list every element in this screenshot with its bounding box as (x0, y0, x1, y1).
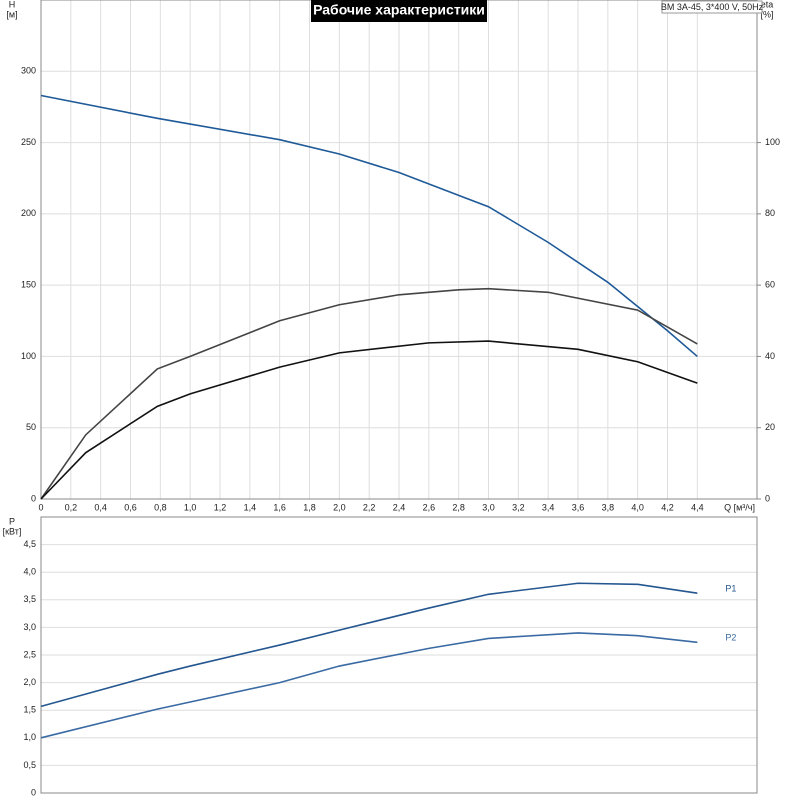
x-tick-label: 0,4 (94, 502, 107, 512)
y2-tick-label: 40 (765, 351, 775, 361)
x-tick-label: 2,0 (333, 502, 346, 512)
y-tick-label: 1,5 (23, 705, 36, 715)
title-bg (311, 0, 487, 22)
plot-frame (40, 0, 758, 500)
x-tick-label: 0,2 (65, 502, 78, 512)
x-tick-label: 0,6 (124, 502, 137, 512)
y-tick-label: 0,5 (23, 760, 36, 770)
y-tick-label: 50 (26, 422, 36, 432)
y-axis-label: P (9, 516, 15, 526)
x-tick-label: 3,0 (482, 502, 495, 512)
y-tick-label: 200 (21, 208, 36, 218)
series-line (40, 287, 698, 500)
series-label: P2 (725, 633, 736, 643)
series-label: P1 (725, 584, 736, 594)
y-tick-label: 4,0 (23, 567, 36, 577)
x-tick-label: 1,0 (184, 502, 197, 512)
y2-tick-label: 60 (765, 280, 775, 290)
annotation-box (661, 0, 763, 14)
series-line (40, 340, 698, 500)
x-tick-label: 3,6 (572, 502, 585, 512)
x-tick-label: 3,8 (602, 502, 615, 512)
y2-tick-label: 0 (765, 493, 770, 503)
y2-tick-label: 100 (765, 137, 780, 147)
series-line (40, 582, 698, 708)
y-tick-label: 3,0 (23, 622, 36, 632)
x-tick-label: 2,6 (423, 502, 436, 512)
x-tick-label: 1,2 (214, 502, 227, 512)
x-tick-label: 2,4 (393, 502, 406, 512)
y2-axis-label: [%] (760, 9, 773, 19)
x-tick-label: 4,0 (631, 502, 644, 512)
x-tick-label: 2,2 (363, 502, 376, 512)
y2-axis-label: eta (761, 0, 774, 9)
y-tick-label: 3,5 (23, 594, 36, 604)
x-tick-label: 4,2 (661, 502, 674, 512)
x-axis-label: Q [м³/ч] (724, 502, 755, 512)
x-tick-label: 1,8 (303, 502, 316, 512)
plot-frame (40, 516, 758, 794)
x-tick-label: 1,4 (244, 502, 257, 512)
y-tick-label: 300 (21, 66, 36, 76)
x-tick-label: 1,6 (273, 502, 286, 512)
y-tick-label: 0 (31, 493, 36, 503)
y-tick-label: 4,5 (23, 539, 36, 549)
y-tick-label: 100 (21, 351, 36, 361)
series-line (40, 632, 698, 739)
y-tick-label: 2,0 (23, 677, 36, 687)
y-tick-label: 0 (31, 787, 36, 797)
x-tick-label: 3,2 (512, 502, 525, 512)
x-tick-label: 4,4 (691, 502, 704, 512)
x-tick-label: 3,4 (542, 502, 555, 512)
y2-tick-label: 80 (765, 208, 775, 218)
series-line (40, 94, 698, 358)
y-tick-label: 2,5 (23, 649, 36, 659)
x-tick-label: 0 (38, 502, 43, 512)
annotation: BM 3A-45, 3*400 V, 50Hz (661, 2, 764, 12)
chart-title: Рабочие характеристики (313, 2, 485, 18)
y-tick-label: 250 (21, 137, 36, 147)
y-axis-label: [м] (6, 9, 17, 19)
y-tick-label: 150 (21, 280, 36, 290)
y-axis-label: H (9, 0, 16, 9)
y-axis-label: [кВт] (3, 526, 22, 536)
x-tick-label: 0,8 (154, 502, 167, 512)
y2-tick-label: 20 (765, 422, 775, 432)
x-tick-label: 2,8 (452, 502, 465, 512)
y-tick-label: 1,0 (23, 732, 36, 742)
